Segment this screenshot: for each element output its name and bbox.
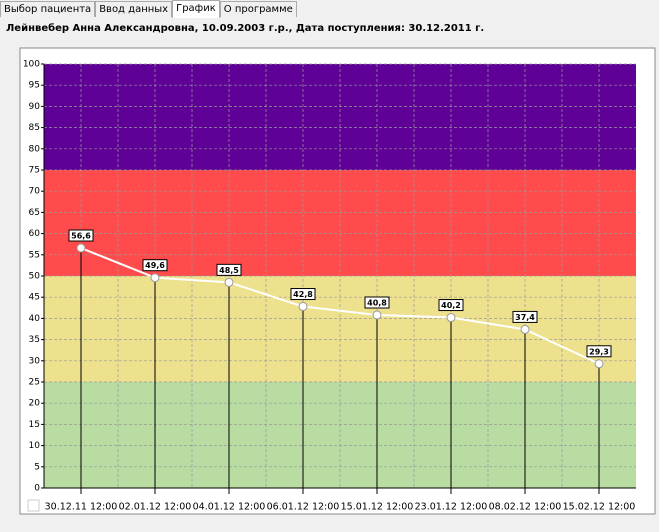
y-tick-label: 75 xyxy=(29,166,40,176)
data-label-box xyxy=(512,310,538,323)
y-tick-label: 40 xyxy=(29,314,41,324)
data-point xyxy=(372,310,382,320)
data-point xyxy=(298,302,308,312)
y-tick-label: 90 xyxy=(29,102,41,112)
tab[interactable]: О программе xyxy=(219,1,297,17)
tab[interactable]: Выбор пациента xyxy=(0,1,96,17)
data-label: 29,3 xyxy=(589,347,609,356)
data-label: 49,6 xyxy=(145,261,165,270)
x-tick-label: 08.02.12 12:00 xyxy=(489,502,562,513)
y-tick-label: 25 xyxy=(29,378,40,388)
data-point xyxy=(224,277,234,287)
y-tick-label: 15 xyxy=(29,420,40,430)
y-tick-label: 30 xyxy=(29,356,41,366)
data-label-box xyxy=(142,259,168,272)
y-tick-label: 85 xyxy=(29,123,40,133)
x-tick-label: 02.01.12 12:00 xyxy=(119,502,192,513)
tab-bar: Выбор пациента Ввод данных График О прог… xyxy=(0,0,297,18)
data-label: 40,8 xyxy=(367,299,387,308)
data-label: 48,5 xyxy=(219,266,239,275)
y-tick-label: 65 xyxy=(29,208,40,218)
data-label-box xyxy=(438,299,464,312)
data-label-box xyxy=(68,229,94,242)
legend-box xyxy=(27,499,40,512)
y-tick-label: 50 xyxy=(29,272,41,282)
data-label: 56,6 xyxy=(71,232,91,241)
data-point xyxy=(150,273,160,283)
y-tick-label: 0 xyxy=(34,484,40,494)
y-tick-label: 5 xyxy=(34,462,40,472)
x-tick-label: 30.12.11 12:00 xyxy=(45,502,118,513)
x-tick-label: 15.01.12 12:00 xyxy=(341,502,414,513)
tab-selected[interactable]: График xyxy=(172,0,220,18)
y-tick-label: 70 xyxy=(29,187,41,197)
y-tick-label: 95 xyxy=(29,81,40,91)
x-tick-label: 06.01.12 12:00 xyxy=(267,502,340,513)
data-label: 37,4 xyxy=(515,313,535,322)
y-tick-label: 60 xyxy=(29,229,41,239)
x-tick-label: 23.01.12 12:00 xyxy=(415,502,488,513)
data-point xyxy=(594,359,604,369)
data-point xyxy=(76,243,86,253)
zone-band xyxy=(44,170,636,276)
data-point xyxy=(446,313,456,323)
patient-header: Лейнвебер Анна Александровна, 10.09.2003… xyxy=(6,23,485,34)
y-tick-label: 45 xyxy=(29,293,40,303)
y-tick-label: 55 xyxy=(29,250,40,260)
x-tick-label: 15.02.12 12:00 xyxy=(563,502,636,513)
data-label-box xyxy=(586,345,612,358)
data-line xyxy=(80,247,600,365)
y-tick-label: 20 xyxy=(29,399,41,409)
tab[interactable]: Ввод данных xyxy=(95,1,173,17)
data-label-box xyxy=(364,296,390,309)
y-tick-label: 80 xyxy=(29,144,41,154)
data-label: 42,8 xyxy=(293,290,313,299)
data-label-box xyxy=(216,263,242,276)
data-point xyxy=(520,324,530,334)
data-label: 40,2 xyxy=(441,301,461,310)
data-label-box xyxy=(290,288,316,301)
y-tick-label: 10 xyxy=(29,441,41,451)
y-tick-label: 35 xyxy=(29,335,40,345)
y-tick-label: 100 xyxy=(23,60,40,70)
x-tick-label: 04.01.12 12:00 xyxy=(193,502,266,513)
